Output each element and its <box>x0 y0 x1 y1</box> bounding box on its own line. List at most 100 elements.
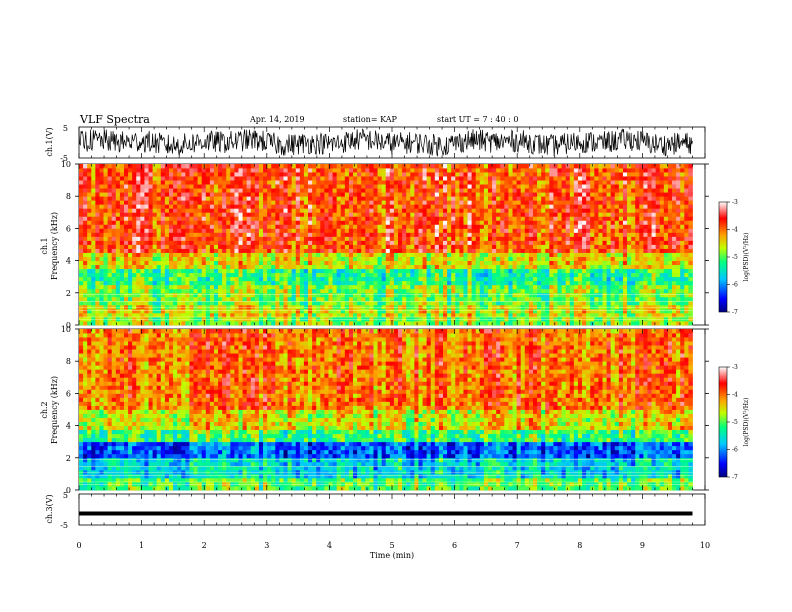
spectrogram-cell <box>582 192 587 197</box>
spectrogram-cell <box>308 300 313 306</box>
spectrogram-cell <box>479 172 485 177</box>
spectrogram-cell <box>144 284 149 290</box>
spectrogram-cell <box>283 256 288 261</box>
spectrogram-cell <box>226 244 231 249</box>
spectrogram-cell <box>218 180 223 185</box>
spectrogram-cell <box>565 180 571 185</box>
spectrogram-cell <box>246 196 252 201</box>
spectrogram-cell <box>475 216 481 221</box>
spectrogram-cell <box>336 292 342 298</box>
spectrogram-cell <box>128 256 133 261</box>
spectrogram-cell <box>218 232 223 237</box>
spectrogram-cell <box>201 176 207 181</box>
spectrogram-cell <box>164 168 170 173</box>
spectrogram-cell <box>218 228 223 233</box>
spectrogram-cell <box>95 280 100 286</box>
spectrogram-cell <box>91 176 96 181</box>
spectrogram-cell <box>353 168 358 173</box>
spectrogram-cell <box>487 232 493 237</box>
spectrogram-cell <box>271 228 276 233</box>
spectrogram-cell <box>479 320 485 326</box>
spectrogram-cell <box>144 272 149 278</box>
spectrogram-cell <box>438 216 444 221</box>
spectrogram-cell <box>508 236 513 241</box>
spectrogram-cell <box>226 236 231 241</box>
spectrogram-cell <box>111 180 117 185</box>
spectrogram-cell <box>573 308 579 314</box>
spectrogram-cell <box>569 296 575 302</box>
spectrogram-cell <box>504 216 509 221</box>
spectrogram-cell <box>520 280 526 286</box>
spectrogram-cell <box>340 296 346 302</box>
spectrogram-cell <box>524 284 530 290</box>
spectrogram-cell <box>209 292 215 298</box>
spectrogram-cell <box>508 276 513 282</box>
spectrogram-cell <box>373 164 378 169</box>
spectrogram-cell <box>353 256 358 261</box>
spectrogram-cell <box>414 212 419 217</box>
spectrogram-cell <box>95 204 100 209</box>
spectrogram-cell <box>373 216 378 221</box>
spectrogram-cell <box>393 292 399 298</box>
spectrogram-cell <box>258 216 264 221</box>
spectrogram-cell <box>438 268 444 274</box>
spectrogram-cell <box>160 312 166 318</box>
spectrogram-cell <box>193 264 199 270</box>
spectrogram-cell <box>365 296 370 302</box>
spectrogram-cell <box>156 260 162 266</box>
spectrogram-cell <box>324 320 329 326</box>
spectrogram-cell <box>308 284 313 290</box>
spectrogram-cell <box>87 248 92 253</box>
spectrogram-cell <box>238 224 243 229</box>
spectrogram-cell <box>246 312 252 318</box>
spectrogram-cell <box>340 300 346 306</box>
spectrogram-cell <box>577 312 583 318</box>
spectrogram-cell <box>573 168 579 173</box>
spectrogram-cell <box>344 252 350 257</box>
spectrogram-cell <box>185 188 190 193</box>
spectrogram-cell <box>336 204 342 209</box>
spectrogram-cell <box>140 300 145 306</box>
spectrogram-cell <box>365 204 370 209</box>
spectrogram-cell <box>201 220 207 225</box>
spectrogram-cell <box>283 320 288 326</box>
spectrogram-cell <box>365 236 370 241</box>
spectrogram-cell <box>230 228 235 233</box>
spectrogram-cell <box>132 252 137 257</box>
spectrogram-cell <box>459 276 464 282</box>
spectrogram-cell <box>418 188 423 193</box>
spectrogram-cell <box>451 320 456 326</box>
spectrogram-cell <box>569 216 575 221</box>
spectrogram-cell <box>136 284 141 290</box>
spectrogram-cell <box>267 272 272 278</box>
spectrogram-cell <box>119 240 125 245</box>
spectrogram-cell <box>332 180 338 185</box>
spectrogram-cell <box>275 172 280 177</box>
spectrogram-cell <box>332 276 338 282</box>
spectrogram-cell <box>295 228 301 233</box>
spectrogram-cell <box>148 180 154 185</box>
spectrogram-cell <box>271 192 276 197</box>
spectrogram-cell <box>541 248 546 253</box>
spectrogram-cell <box>443 308 448 314</box>
spectrogram-cell <box>234 256 239 261</box>
spectrogram-cell <box>381 252 387 257</box>
spectrogram-cell <box>230 268 235 274</box>
spectrogram-cell <box>271 188 276 193</box>
spectrogram-cell <box>189 172 194 177</box>
spectrogram-cell <box>250 256 256 261</box>
spectrogram-cell <box>226 256 231 261</box>
spectrogram-cell <box>557 264 562 270</box>
spectrogram-cell <box>483 276 489 282</box>
spectrogram-cell <box>140 196 145 201</box>
spectrogram-cell <box>492 180 497 185</box>
spectrogram-cell <box>222 224 227 229</box>
spectrogram-cell <box>79 256 84 261</box>
spectrogram-cell <box>226 220 231 225</box>
spectrogram-cell <box>295 172 301 177</box>
spectrogram-cell <box>389 196 395 201</box>
spectrogram-cell <box>508 268 513 274</box>
spectrogram-cell <box>279 308 284 314</box>
spectrogram-cell <box>463 248 468 253</box>
spectrogram-cell <box>316 308 321 314</box>
